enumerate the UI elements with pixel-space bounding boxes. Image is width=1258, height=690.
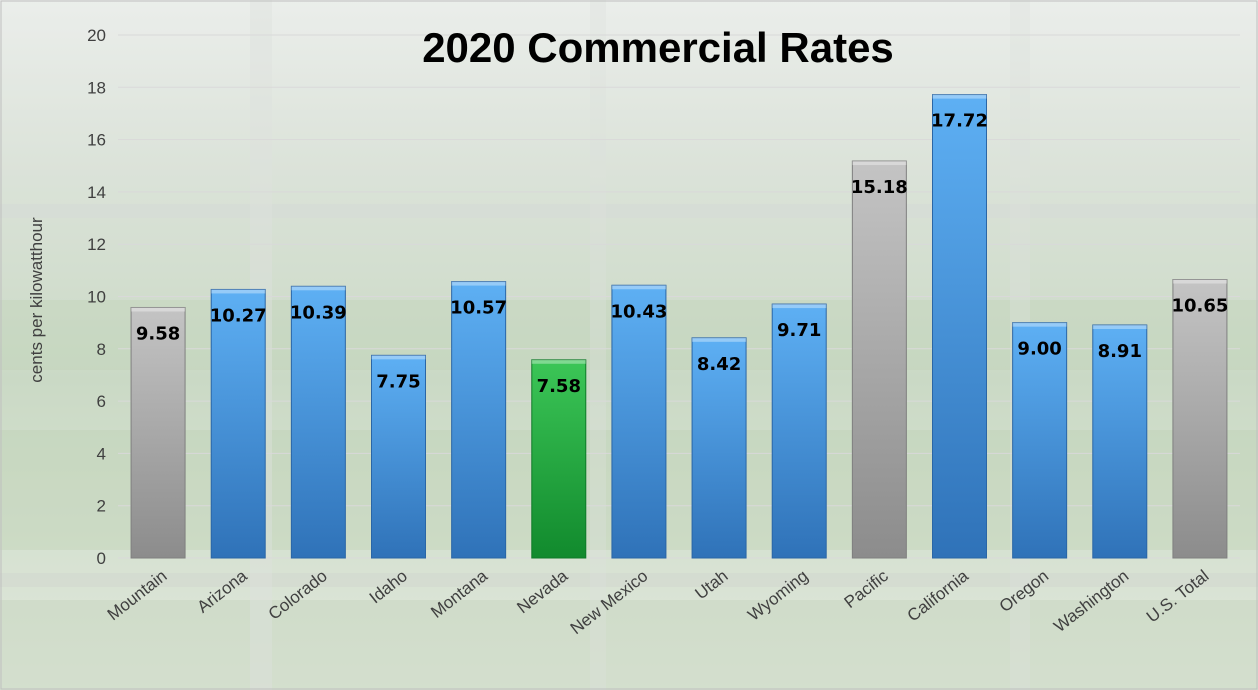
data-label: 10.57 xyxy=(450,298,507,319)
bar-arizona xyxy=(210,288,266,559)
data-label: 15.18 xyxy=(851,177,908,198)
bar-wyoming xyxy=(771,303,827,559)
data-label: 10.65 xyxy=(1171,296,1228,317)
data-label: 9.71 xyxy=(777,320,821,341)
y-tick-label: 14 xyxy=(87,183,106,202)
bar-sheen xyxy=(1172,279,1227,284)
data-label: 7.58 xyxy=(537,376,581,397)
bar-idaho xyxy=(371,354,426,559)
gridlines xyxy=(118,34,1240,559)
data-label: 17.72 xyxy=(931,111,988,132)
data-label: 9.00 xyxy=(1017,339,1061,360)
data-label: 10.39 xyxy=(290,302,347,323)
y-tick-label: 18 xyxy=(87,78,106,97)
bar-sheen xyxy=(772,304,827,309)
bar-pacific xyxy=(851,160,907,559)
bar-mountain xyxy=(130,306,186,559)
bars xyxy=(130,94,1228,559)
bar-sheen xyxy=(852,161,907,166)
bar-sheen xyxy=(692,337,747,342)
bar-washington xyxy=(1092,324,1148,559)
bar-montana xyxy=(451,281,507,559)
x-tick-label: Idaho xyxy=(366,566,411,607)
x-tick-label: Oregon xyxy=(996,566,1052,616)
bar-california xyxy=(932,94,987,559)
x-tick-label: Montana xyxy=(427,566,491,622)
x-tick-label: California xyxy=(904,566,973,626)
y-tick-label: 0 xyxy=(97,549,106,568)
bar-sheen xyxy=(131,307,186,312)
bar-sheen xyxy=(211,289,266,294)
x-tick-label: U.S. Total xyxy=(1143,566,1213,626)
bar-oregon xyxy=(1012,322,1068,559)
x-tick-label: Nevada xyxy=(513,566,571,617)
y-axis-ticks: 0 2 4 6 8 10 12 14 16 18 20 xyxy=(87,26,106,568)
x-tick-label: Arizona xyxy=(194,566,252,617)
bar-sheen xyxy=(291,286,346,291)
x-tick-label: Wyoming xyxy=(744,566,811,625)
x-tick-label: Utah xyxy=(692,566,732,603)
data-label: 8.42 xyxy=(697,354,741,375)
x-tick-label: Washington xyxy=(1050,566,1132,636)
bar-sheen xyxy=(1092,325,1147,330)
bar-sheen xyxy=(451,281,506,286)
y-tick-label: 10 xyxy=(87,288,106,307)
y-tick-label: 4 xyxy=(97,444,106,463)
bar-sheen xyxy=(611,285,666,290)
bar-sheen xyxy=(932,94,987,99)
bar-sheen xyxy=(531,359,586,364)
y-tick-label: 6 xyxy=(97,392,106,411)
x-tick-label: New Mexico xyxy=(567,566,652,638)
bar-u-s-total xyxy=(1172,279,1228,559)
y-tick-label: 16 xyxy=(87,131,106,150)
data-label: 7.75 xyxy=(376,371,420,392)
y-tick-label: 8 xyxy=(97,340,106,359)
bar-nevada xyxy=(531,359,587,559)
bar-utah xyxy=(691,337,747,559)
bar-colorado xyxy=(290,285,346,559)
data-label: 8.91 xyxy=(1098,341,1142,362)
bar-sheen xyxy=(1012,322,1067,327)
data-label: 10.43 xyxy=(610,301,667,322)
bar-new-mexico xyxy=(611,284,667,559)
data-label: 9.58 xyxy=(136,323,180,344)
chart-title: 2020 Commercial Rates xyxy=(422,24,894,71)
x-axis-ticks: Mountain Arizona Colorado Idaho Montana Nevad… xyxy=(104,566,1213,638)
y-tick-label: 20 xyxy=(87,26,106,45)
x-tick-label: Pacific xyxy=(841,566,893,612)
bar-sheen xyxy=(371,355,426,360)
x-tick-label: Mountain xyxy=(104,566,171,624)
y-axis-label: cents per kilowatthour xyxy=(27,217,46,383)
data-label: 10.27 xyxy=(210,305,267,326)
x-tick-label: Colorado xyxy=(265,566,331,623)
data-labels: 9.58 10.27 10.39 7.75 10.57 7.58 10.43 8.42 9.71… xyxy=(136,111,1229,397)
y-tick-label: 12 xyxy=(87,235,106,254)
y-tick-label: 2 xyxy=(97,497,106,516)
